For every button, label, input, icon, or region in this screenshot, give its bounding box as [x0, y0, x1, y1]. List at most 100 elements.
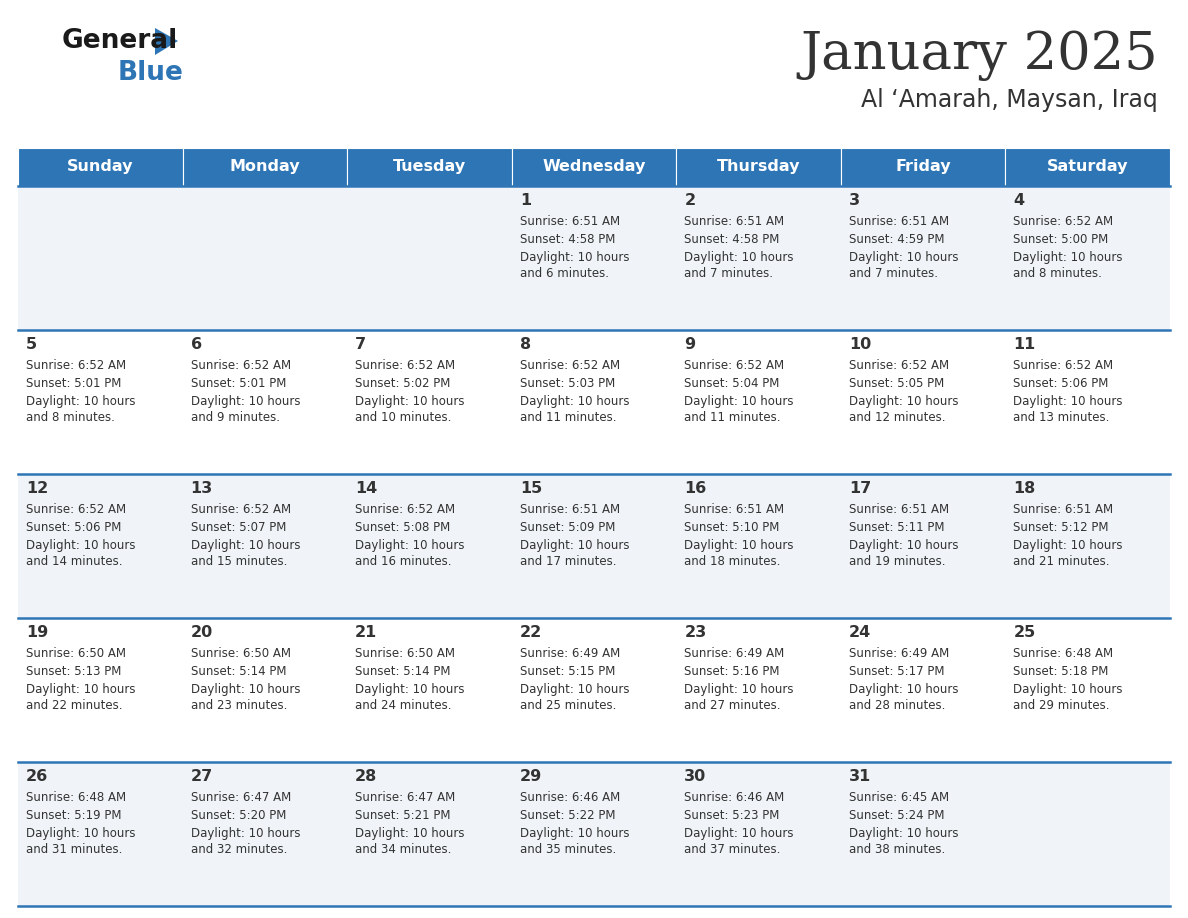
Text: 23: 23 — [684, 625, 707, 640]
Text: Daylight: 10 hours: Daylight: 10 hours — [190, 827, 301, 840]
Bar — [347, 474, 512, 618]
Text: 9: 9 — [684, 337, 695, 352]
Text: Sunrise: 6:51 AM: Sunrise: 6:51 AM — [684, 503, 784, 516]
Text: Sunset: 5:06 PM: Sunset: 5:06 PM — [1013, 377, 1108, 390]
Bar — [18, 618, 183, 762]
Text: Saturday: Saturday — [1047, 160, 1129, 174]
Bar — [183, 148, 347, 186]
Text: and 21 minutes.: and 21 minutes. — [1013, 555, 1110, 568]
Text: Daylight: 10 hours: Daylight: 10 hours — [519, 251, 630, 264]
Bar — [1005, 618, 1170, 762]
Bar — [512, 330, 676, 474]
Text: 30: 30 — [684, 769, 707, 784]
Text: and 12 minutes.: and 12 minutes. — [849, 411, 946, 424]
Text: Daylight: 10 hours: Daylight: 10 hours — [26, 539, 135, 552]
Text: Sunrise: 6:46 AM: Sunrise: 6:46 AM — [519, 791, 620, 804]
Text: 19: 19 — [26, 625, 49, 640]
Bar — [183, 762, 347, 906]
Text: Sunset: 5:16 PM: Sunset: 5:16 PM — [684, 665, 779, 678]
Text: Sunrise: 6:52 AM: Sunrise: 6:52 AM — [355, 503, 455, 516]
Text: Sunset: 5:00 PM: Sunset: 5:00 PM — [1013, 233, 1108, 246]
Text: Sunrise: 6:52 AM: Sunrise: 6:52 AM — [849, 359, 949, 372]
Text: 7: 7 — [355, 337, 366, 352]
Text: Daylight: 10 hours: Daylight: 10 hours — [684, 827, 794, 840]
Text: and 35 minutes.: and 35 minutes. — [519, 843, 615, 856]
Text: Daylight: 10 hours: Daylight: 10 hours — [355, 683, 465, 696]
Text: Blue: Blue — [118, 60, 184, 86]
Text: Sunset: 5:20 PM: Sunset: 5:20 PM — [190, 809, 286, 822]
Text: Sunset: 5:24 PM: Sunset: 5:24 PM — [849, 809, 944, 822]
Text: Daylight: 10 hours: Daylight: 10 hours — [684, 251, 794, 264]
Text: and 31 minutes.: and 31 minutes. — [26, 843, 122, 856]
Text: Daylight: 10 hours: Daylight: 10 hours — [1013, 539, 1123, 552]
Text: and 7 minutes.: and 7 minutes. — [684, 267, 773, 280]
Text: Sunset: 5:10 PM: Sunset: 5:10 PM — [684, 521, 779, 534]
Text: 8: 8 — [519, 337, 531, 352]
Bar — [1005, 186, 1170, 330]
Text: and 17 minutes.: and 17 minutes. — [519, 555, 617, 568]
Bar — [1005, 148, 1170, 186]
Text: Sunrise: 6:49 AM: Sunrise: 6:49 AM — [849, 647, 949, 660]
Text: Sunrise: 6:46 AM: Sunrise: 6:46 AM — [684, 791, 784, 804]
Bar — [18, 186, 183, 330]
Text: Daylight: 10 hours: Daylight: 10 hours — [684, 683, 794, 696]
Bar — [18, 762, 183, 906]
Text: Daylight: 10 hours: Daylight: 10 hours — [190, 683, 301, 696]
Bar — [676, 148, 841, 186]
Text: Daylight: 10 hours: Daylight: 10 hours — [684, 395, 794, 408]
Text: Sunset: 5:22 PM: Sunset: 5:22 PM — [519, 809, 615, 822]
Text: 28: 28 — [355, 769, 378, 784]
Bar — [676, 474, 841, 618]
Text: Daylight: 10 hours: Daylight: 10 hours — [684, 539, 794, 552]
Text: 4: 4 — [1013, 193, 1024, 208]
Text: and 6 minutes.: and 6 minutes. — [519, 267, 608, 280]
Text: Sunrise: 6:52 AM: Sunrise: 6:52 AM — [519, 359, 620, 372]
Text: Thursday: Thursday — [716, 160, 801, 174]
Bar — [347, 148, 512, 186]
Text: Sunrise: 6:47 AM: Sunrise: 6:47 AM — [190, 791, 291, 804]
Text: and 8 minutes.: and 8 minutes. — [1013, 267, 1102, 280]
Text: Sunrise: 6:52 AM: Sunrise: 6:52 AM — [1013, 215, 1113, 228]
Text: Daylight: 10 hours: Daylight: 10 hours — [849, 251, 959, 264]
Text: Daylight: 10 hours: Daylight: 10 hours — [190, 395, 301, 408]
Bar — [841, 148, 1005, 186]
Bar — [18, 474, 183, 618]
Text: Sunrise: 6:50 AM: Sunrise: 6:50 AM — [26, 647, 126, 660]
Text: Daylight: 10 hours: Daylight: 10 hours — [26, 683, 135, 696]
Bar — [347, 330, 512, 474]
Text: Sunset: 5:23 PM: Sunset: 5:23 PM — [684, 809, 779, 822]
Text: and 32 minutes.: and 32 minutes. — [190, 843, 287, 856]
Text: and 22 minutes.: and 22 minutes. — [26, 699, 122, 712]
Text: Sunset: 4:59 PM: Sunset: 4:59 PM — [849, 233, 944, 246]
Text: Daylight: 10 hours: Daylight: 10 hours — [355, 395, 465, 408]
Text: 16: 16 — [684, 481, 707, 496]
Text: Sunset: 5:01 PM: Sunset: 5:01 PM — [26, 377, 121, 390]
Bar — [512, 762, 676, 906]
Text: 15: 15 — [519, 481, 542, 496]
Text: 14: 14 — [355, 481, 378, 496]
Text: Daylight: 10 hours: Daylight: 10 hours — [849, 683, 959, 696]
Text: 20: 20 — [190, 625, 213, 640]
Text: Daylight: 10 hours: Daylight: 10 hours — [849, 539, 959, 552]
Bar — [512, 474, 676, 618]
Text: Sunset: 5:06 PM: Sunset: 5:06 PM — [26, 521, 121, 534]
Text: Sunset: 5:07 PM: Sunset: 5:07 PM — [190, 521, 286, 534]
Text: 5: 5 — [26, 337, 37, 352]
Text: Sunrise: 6:51 AM: Sunrise: 6:51 AM — [1013, 503, 1113, 516]
Text: Sunset: 5:08 PM: Sunset: 5:08 PM — [355, 521, 450, 534]
Text: 21: 21 — [355, 625, 378, 640]
Text: 12: 12 — [26, 481, 49, 496]
Text: and 9 minutes.: and 9 minutes. — [190, 411, 279, 424]
Text: Sunrise: 6:52 AM: Sunrise: 6:52 AM — [684, 359, 784, 372]
Text: Sunset: 5:15 PM: Sunset: 5:15 PM — [519, 665, 615, 678]
Text: Daylight: 10 hours: Daylight: 10 hours — [849, 395, 959, 408]
Bar — [841, 762, 1005, 906]
Text: Friday: Friday — [896, 160, 950, 174]
Text: Sunrise: 6:49 AM: Sunrise: 6:49 AM — [519, 647, 620, 660]
Bar — [347, 762, 512, 906]
Text: Sunrise: 6:50 AM: Sunrise: 6:50 AM — [355, 647, 455, 660]
Text: Sunrise: 6:51 AM: Sunrise: 6:51 AM — [684, 215, 784, 228]
Bar — [18, 330, 183, 474]
Text: 3: 3 — [849, 193, 860, 208]
Text: 6: 6 — [190, 337, 202, 352]
